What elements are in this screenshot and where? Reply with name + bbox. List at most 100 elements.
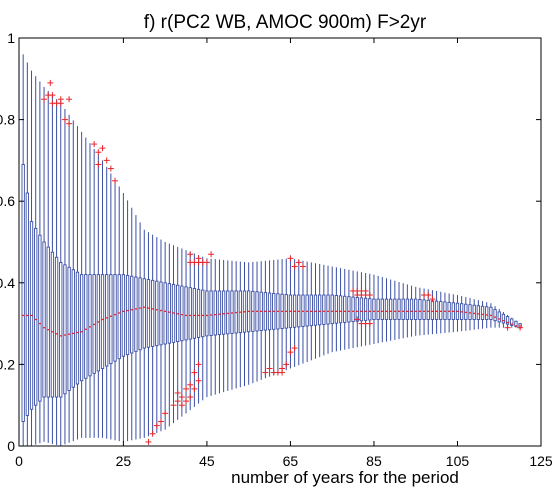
- outlier-point: [95, 161, 102, 168]
- box-75: [330, 266, 334, 353]
- box-iqr: [201, 289, 205, 338]
- outlier-point: [57, 100, 64, 107]
- box-iqr: [105, 274, 109, 367]
- plot-frame: [18, 37, 542, 447]
- box-iqr: [359, 297, 364, 322]
- box-32: [150, 234, 155, 435]
- box-19: [96, 154, 100, 438]
- box-14: [75, 126, 80, 440]
- box-iqr: [372, 298, 376, 320]
- box-89: [389, 279, 393, 341]
- box-3: [29, 70, 34, 446]
- box-iqr: [418, 299, 422, 320]
- box-87: [380, 277, 384, 343]
- x-tick-label: 85: [366, 453, 382, 469]
- box-71: [313, 263, 318, 359]
- box-52: [234, 261, 238, 389]
- outlier-point: [183, 385, 190, 392]
- y-tick-label: 0.2: [0, 356, 15, 372]
- box-iqr: [476, 305, 481, 320]
- box-iqr: [79, 274, 84, 382]
- box-26: [125, 200, 130, 442]
- box-2: [25, 62, 30, 446]
- box-iqr: [180, 285, 184, 342]
- chart-title: f) r(PC2 WB, AMOC 900m) F>2yr: [144, 12, 427, 33]
- box-28: [134, 215, 138, 440]
- outlier-point: [195, 361, 202, 368]
- outlier-point: [66, 120, 73, 127]
- box-51: [230, 260, 234, 390]
- box-67: [297, 259, 301, 366]
- outlier-point: [153, 422, 160, 429]
- box-iqr: [305, 294, 309, 327]
- box-iqr: [439, 301, 443, 320]
- outlier-point: [49, 92, 56, 99]
- outlier-point: [187, 381, 194, 388]
- box-iqr: [393, 298, 397, 320]
- box-iqr: [205, 290, 209, 337]
- box-1: [21, 54, 25, 446]
- box-15: [79, 131, 84, 438]
- box-iqr: [109, 274, 113, 365]
- box-iqr: [117, 274, 121, 360]
- box-105: [455, 295, 460, 332]
- box-iqr: [430, 300, 435, 320]
- box-iqr: [46, 246, 50, 398]
- outlier-point: [41, 96, 48, 103]
- box-35: [163, 242, 167, 430]
- outlier-point: [504, 324, 511, 331]
- box-iqr: [42, 241, 46, 398]
- box-88: [384, 278, 389, 342]
- x-axis-label: number of years for the period: [231, 468, 459, 487]
- box-iqr: [213, 290, 217, 336]
- outlier-point: [95, 149, 102, 156]
- box-iqr: [38, 234, 42, 402]
- outlier-point: [178, 402, 185, 409]
- box-95: [414, 286, 418, 336]
- box-42: [192, 253, 197, 407]
- outlier-layer: [41, 79, 524, 445]
- box-84: [368, 273, 372, 345]
- box-53: [238, 261, 242, 388]
- outlier-point: [366, 292, 373, 299]
- box-17: [88, 143, 92, 438]
- box-90: [393, 280, 397, 340]
- box-iqr: [50, 251, 55, 398]
- box-61: [272, 259, 276, 376]
- box-iqr: [59, 261, 63, 398]
- box-iqr: [347, 296, 351, 323]
- box-54: [242, 261, 247, 387]
- outlier-point: [291, 263, 298, 270]
- box-44: [201, 256, 205, 401]
- x-axis: 0 25 45 65 85 105 125: [15, 38, 553, 469]
- box-59: [263, 260, 268, 379]
- box-118: [510, 317, 514, 328]
- y-tick-label: 1: [7, 30, 15, 46]
- box-iqr: [497, 311, 501, 323]
- box-iqr: [313, 294, 318, 326]
- box-100: [434, 290, 439, 334]
- box-36: [167, 243, 171, 427]
- box-78: [343, 268, 347, 350]
- box-109: [472, 299, 476, 330]
- box-iqr: [75, 271, 80, 385]
- box-93: [405, 284, 410, 338]
- box-27: [130, 207, 134, 441]
- box-iqr: [426, 299, 430, 320]
- box-24: [117, 186, 121, 442]
- box-34: [159, 239, 163, 432]
- box-94: [409, 285, 414, 337]
- box-iqr: [409, 298, 414, 320]
- outlier-point: [299, 263, 306, 270]
- box-iqr: [163, 282, 167, 345]
- outlier-point: [366, 320, 373, 327]
- box-22: [109, 173, 113, 440]
- box-114: [493, 306, 497, 328]
- box-39: [180, 248, 184, 417]
- box-82: [359, 272, 364, 347]
- outlier-point: [174, 398, 181, 405]
- box-10: [59, 103, 63, 446]
- box-112: [485, 302, 489, 329]
- box-iqr: [88, 274, 92, 377]
